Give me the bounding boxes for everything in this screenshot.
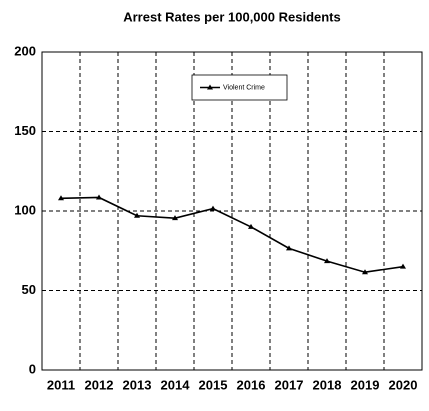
y-tick-label: 0 [29,361,36,376]
point-marker [210,205,216,211]
chart-title: Arrest Rates per 100,000 Residents [123,9,341,24]
point-marker [134,212,140,218]
plot-frame [41,51,423,371]
x-tick-label: 2019 [351,377,380,392]
x-tick-label: 2015 [199,377,228,392]
point-marker [58,195,64,201]
legend-label: Violent Crime [223,84,265,91]
y-tick-label: 150 [14,123,36,138]
point-marker [286,245,292,251]
point-marker [172,215,178,221]
point-marker [248,223,254,229]
series-line [60,196,404,274]
x-tick-label: 2014 [161,377,191,392]
point-marker [400,263,406,269]
x-tick-label: 2012 [85,377,114,392]
y-tick-label: 50 [22,282,36,297]
x-tick-label: 2016 [237,377,266,392]
legend-marker [207,84,213,90]
y-tick-label: 200 [14,43,36,58]
x-tick-label: 2020 [389,377,418,392]
x-tick-label: 2018 [313,377,342,392]
point-marker [96,194,102,200]
point-marker [324,258,330,264]
x-tick-label: 2017 [275,377,304,392]
x-tick-label: 2013 [123,377,152,392]
x-tick-label: 2011 [47,377,75,392]
point-marker [362,269,368,275]
y-tick-label: 100 [14,202,36,217]
